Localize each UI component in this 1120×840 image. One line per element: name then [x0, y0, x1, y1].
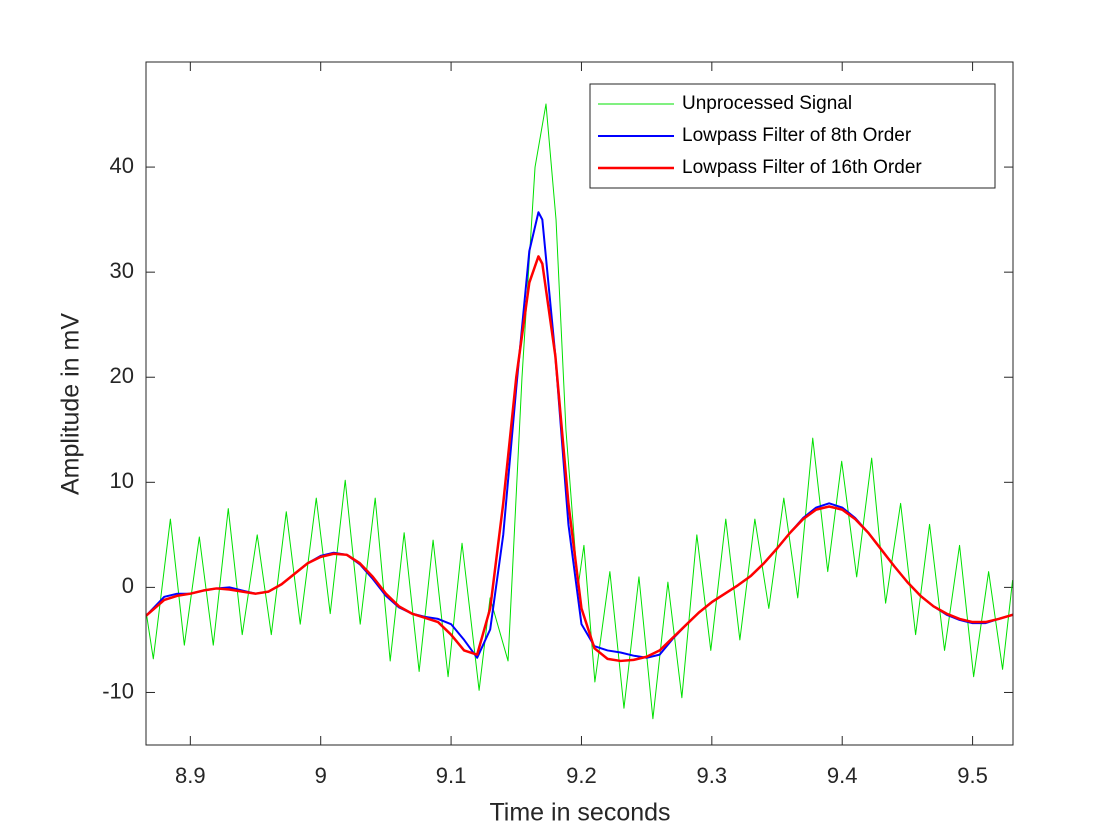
series-line: [146, 255, 1013, 663]
y-tick-label: 30: [110, 258, 134, 283]
x-tick-label: 9.5: [957, 763, 988, 788]
x-tick-label: 9.2: [566, 763, 597, 788]
legend-label: Lowpass Filter of 8th Order: [682, 125, 912, 146]
y-tick-label: 20: [110, 363, 134, 388]
x-tick-label: 9.4: [827, 763, 858, 788]
axes-box: [145, 61, 1014, 746]
x-tick-label: 9.3: [697, 763, 728, 788]
y-tick-label: -10: [102, 678, 134, 703]
y-tick-label: 40: [110, 153, 134, 178]
legend-label: Unprocessed Signal: [682, 93, 852, 114]
y-tick-label: 0: [122, 573, 134, 598]
y-axis-label: Amplitude in mV: [57, 313, 85, 495]
x-tick-label: 8.9: [175, 763, 206, 788]
x-axis-label: Time in seconds: [489, 799, 670, 827]
x-tick-label: 9.1: [436, 763, 467, 788]
y-tick-label: 10: [110, 468, 134, 493]
x-tick-label: 9: [315, 763, 327, 788]
legend-label: Lowpass Filter of 16th Order: [682, 157, 922, 178]
